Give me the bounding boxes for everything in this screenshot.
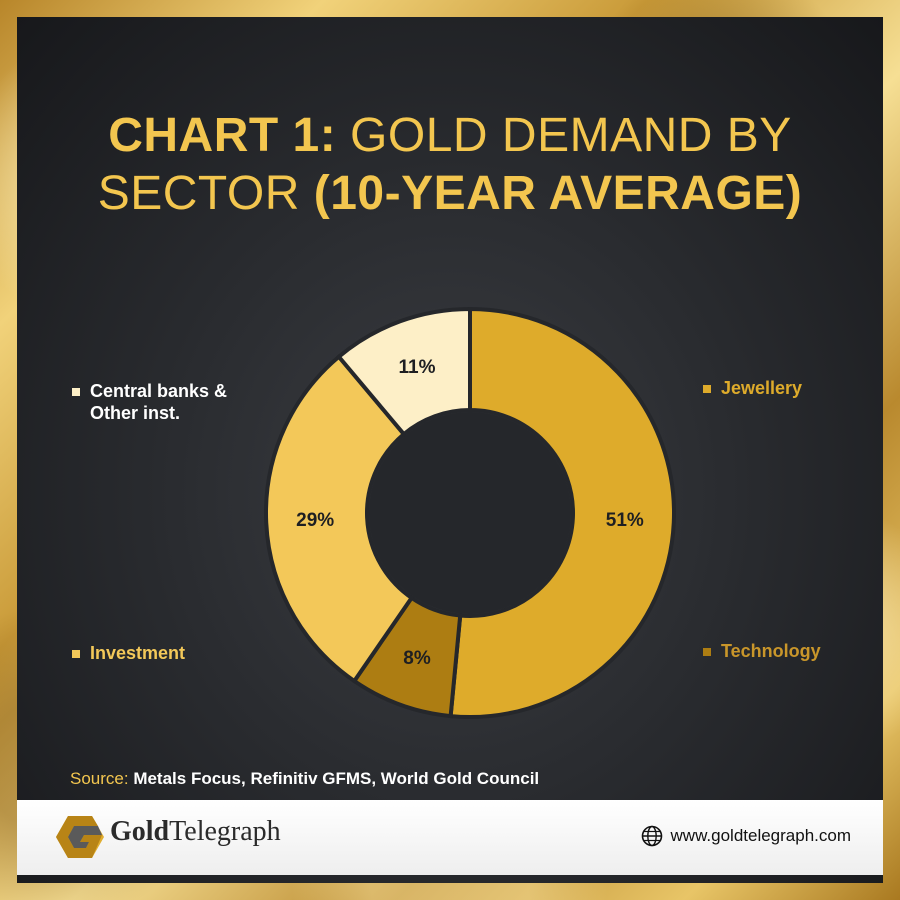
title-bold-2: (10-YEAR AVERAGE) bbox=[313, 167, 803, 220]
legend-swatch-jewellery bbox=[703, 385, 711, 393]
website-link[interactable]: www.goldtelegraph.com bbox=[641, 825, 851, 847]
slice-value-label: 8% bbox=[403, 648, 431, 669]
legend-item-investment: Investment bbox=[72, 642, 185, 664]
donut-slice-jewellery bbox=[448, 306, 676, 719]
legend-label-technology: Technology bbox=[721, 641, 821, 661]
legend-item-technology: Technology bbox=[703, 640, 821, 662]
chart-panel: CHART 1: GOLD DEMAND BY SECTOR (10-YEAR … bbox=[17, 17, 883, 883]
footer-bar: GoldTelegraph www.goldtelegraph.com bbox=[17, 800, 883, 875]
slice-value-label: 11% bbox=[398, 357, 435, 378]
donut-slice-investment bbox=[264, 353, 415, 684]
title-bold-1: CHART 1: bbox=[108, 109, 337, 162]
legend-item-jewellery: Jewellery bbox=[703, 377, 802, 399]
legend-label-investment: Investment bbox=[90, 643, 186, 663]
legend-swatch-investment bbox=[72, 650, 80, 658]
brand-name-telegraph: Telegraph bbox=[169, 816, 281, 847]
legend-item-central-banks: Central banks & Other inst. bbox=[72, 380, 227, 424]
page-title: CHART 1: GOLD DEMAND BY SECTOR (10-YEAR … bbox=[17, 107, 883, 223]
legend-swatch-central-banks bbox=[72, 388, 80, 396]
website-url: www.goldtelegraph.com bbox=[670, 826, 851, 845]
legend-label-central-banks-2: Other inst. bbox=[90, 403, 181, 423]
donut-hole bbox=[369, 412, 571, 614]
legend-label-jewellery: Jewellery bbox=[721, 378, 803, 398]
brand-name[interactable]: GoldTelegraph bbox=[110, 816, 281, 848]
globe-icon bbox=[641, 825, 662, 847]
source-label: Source: bbox=[70, 769, 129, 788]
slice-value-label: 29% bbox=[296, 510, 334, 531]
donut-chart: 51% 8% 29% 11% bbox=[264, 306, 676, 719]
legend-label-central-banks-1: Central banks & bbox=[90, 381, 228, 401]
legend-swatch-technology bbox=[703, 648, 711, 656]
source-note: Source: Metals Focus, Refinitiv GFMS, Wo… bbox=[70, 769, 539, 789]
slice-value-label: 51% bbox=[606, 510, 644, 531]
goldtelegraph-logo-icon bbox=[56, 816, 104, 858]
donut-slice-central-banks-other-inst bbox=[336, 306, 472, 437]
title-regular: GOLD DEMAND BY SECTOR bbox=[97, 109, 792, 220]
source-text: Metals Focus, Refinitiv GFMS, World Gold… bbox=[128, 769, 540, 788]
brand-name-gold: Gold bbox=[110, 816, 170, 847]
